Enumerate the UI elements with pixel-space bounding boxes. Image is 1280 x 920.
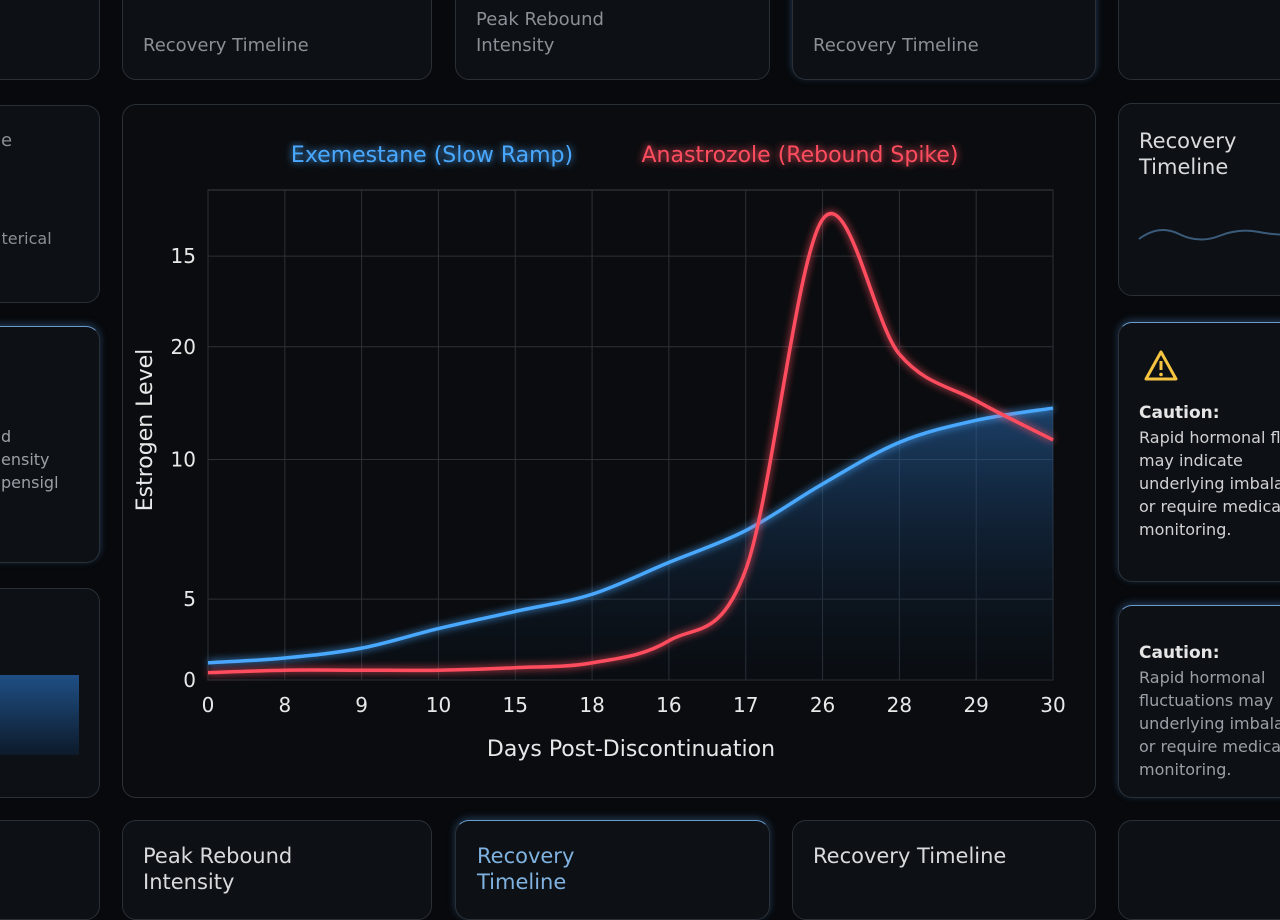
card-text: monitoring. [1139, 520, 1232, 539]
card-text: Recovery [477, 844, 575, 868]
line [207, 406, 1054, 665]
card-text: d [1, 427, 12, 446]
legend-entry: Exemestane (Slow Ramp) [291, 143, 573, 168]
card: d ensity pensigl [0, 326, 100, 563]
x-tick-label: 26 [810, 693, 835, 717]
y-tick-label: 0 [183, 668, 196, 692]
y-tick-label: 15 [171, 244, 196, 268]
card: Recovery Timeline [1118, 103, 1280, 296]
card-text: Timeline [477, 870, 567, 894]
x-tick-label: 30 [1040, 693, 1065, 717]
card-text: lterical [0, 229, 52, 248]
card-text: pensigl [1, 473, 59, 492]
caution-title: Caution: [1139, 403, 1220, 423]
sparkline [1138, 229, 1280, 241]
sparkline-area [0, 675, 79, 755]
card [0, 588, 100, 798]
caution-card: Caution: Rapid hormonal fluctuations may… [1118, 605, 1280, 798]
caution-card: Caution: Rapid hormonal flu may indicate… [1118, 322, 1280, 582]
card-text: e [1, 130, 13, 151]
line [207, 211, 1054, 675]
card-text: Peak Rebound [476, 9, 604, 30]
caution-title: Caution: [1139, 401, 1220, 425]
card-text: Intensity [143, 870, 235, 894]
card-text: Peak Rebound [143, 844, 293, 868]
card [1118, 0, 1280, 80]
card-text: may indicate [1139, 451, 1243, 470]
x-tick-label: 10 [426, 693, 451, 717]
card-text: or require medical [1139, 737, 1280, 756]
caution-title: Caution: [1139, 641, 1220, 665]
card-text: fluctuations may [1139, 691, 1274, 710]
card-text: Recovery Timeline [143, 35, 309, 56]
x-axis-label: Days Post-Discontinuation [487, 737, 775, 762]
card: Recovery Timeline [792, 0, 1096, 80]
legend-entry: Anastrozole (Rebound Spike) [641, 143, 958, 168]
card: Peak Rebound Intensity [455, 0, 770, 80]
x-tick-label: 15 [503, 693, 528, 717]
x-tick-label: 16 [656, 693, 681, 717]
card: Recovery Timeline [122, 0, 432, 80]
card-text: underlying imbala [1139, 474, 1280, 493]
card: e lterical [0, 105, 100, 303]
area [208, 408, 1053, 680]
card [0, 0, 100, 80]
x-tick-label: 9 [355, 693, 368, 717]
x-tick-label: 18 [579, 693, 604, 717]
card-text: underlying imbalar [1139, 714, 1280, 733]
y-tick-label: 10 [171, 448, 196, 472]
caution-title: Caution: [1139, 643, 1220, 663]
card-text: Recovery Timeline [813, 844, 1007, 868]
x-tick-label: 17 [733, 693, 758, 717]
card-text: Recovery Timeline [813, 35, 979, 56]
card-text: Recovery [1139, 129, 1237, 153]
card-text: Intensity [476, 35, 555, 56]
y-tick-label: 20 [171, 335, 196, 359]
x-tick-label: 28 [887, 693, 912, 717]
card-text: Timeline [1139, 155, 1229, 179]
x-tick-label: 29 [963, 693, 988, 717]
card-text: ensity [1, 450, 50, 469]
y-axis-label: Estrogen Level [133, 349, 158, 512]
chart: Estrogen Level Days Post-Discontinuation… [133, 143, 1066, 762]
card-text: monitoring. [1139, 760, 1232, 779]
card-text: or require medical [1139, 497, 1280, 516]
card-text: Rapid hormonal flu [1139, 428, 1280, 447]
warning-icon [1144, 350, 1178, 381]
x-tick-label: 0 [202, 693, 215, 717]
y-tick-label: 5 [183, 587, 196, 611]
card-text: Rapid hormonal [1139, 668, 1266, 687]
x-tick-label: 8 [278, 693, 291, 717]
